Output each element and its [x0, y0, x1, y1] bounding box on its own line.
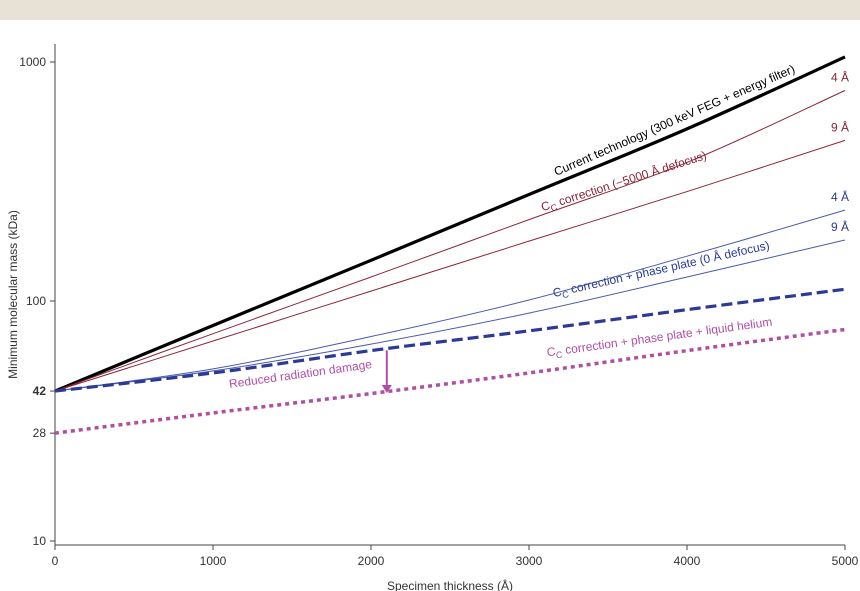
- end-label: 4 Å: [831, 69, 849, 84]
- x-tick-label: 3000: [516, 554, 543, 568]
- series-line-1: [54, 55, 846, 393]
- x-tick-label: 1000: [200, 554, 227, 568]
- end-label: 9 Å: [831, 119, 849, 134]
- radiation-arrow-head: [381, 385, 392, 394]
- annotation-cc-phase-plate: CC correction + phase plate (0 Å defocus…: [551, 237, 771, 302]
- end-label: 4 Å: [831, 189, 849, 204]
- y-tick-label: 42: [33, 384, 47, 398]
- x-tick-label: 5000: [832, 554, 859, 568]
- x-axis-title: Specimen thickness (Å): [387, 578, 513, 591]
- annotation-cc-defocus: CC correction (−5000 Å defocus): [539, 147, 709, 216]
- y-tick-label: 10: [33, 534, 47, 548]
- series-line-3: [54, 139, 846, 392]
- series-line-7: [54, 327, 846, 435]
- y-axis-title: Minimum molecular mass (kDa): [6, 210, 20, 379]
- end-label: 9 Å: [831, 219, 849, 234]
- x-tick-label: 4000: [674, 554, 701, 568]
- series-line-6: [54, 287, 846, 393]
- x-tick-label: 0: [52, 554, 59, 568]
- series-line-5: [54, 239, 846, 392]
- x-tick-label: 2000: [358, 554, 385, 568]
- y-tick-label: 100: [26, 294, 46, 308]
- y-tick-label: 28: [33, 426, 47, 440]
- series-layer: [54, 55, 846, 435]
- series-line-4: [54, 209, 846, 392]
- axes: 0 1000 2000 3000 4000 5000 10 28 42 100 1000 Specim…: [6, 44, 859, 591]
- annotation-layer: Current technology (300 keV FEG + energy…: [228, 62, 849, 394]
- top-banner: [0, 0, 860, 20]
- y-tick-label: 1000: [19, 55, 46, 69]
- series-line-2: [54, 90, 846, 392]
